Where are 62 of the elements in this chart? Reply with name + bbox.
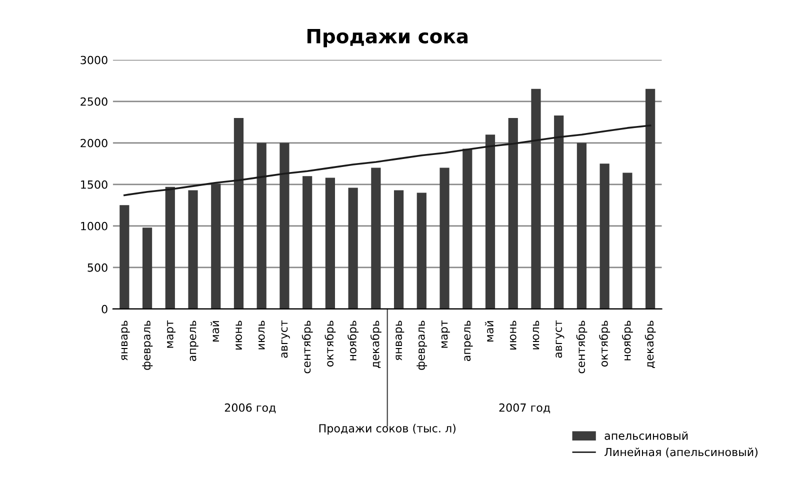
- bar: [165, 186, 175, 309]
- bar: [234, 118, 244, 309]
- y-tick-label: 2500: [80, 97, 108, 106]
- bar: [394, 190, 404, 309]
- text: 2006 год: [224, 403, 276, 414]
- x-tick-label: ноябрь: [622, 320, 633, 360]
- x-tick-label: август: [556, 320, 564, 358]
- y-tick-label: 1000: [81, 222, 108, 230]
- x-tick-label: январь: [121, 320, 130, 360]
- bar: [462, 148, 472, 309]
- bar: [256, 142, 266, 309]
- bar: [325, 178, 335, 309]
- chart-title: Продажи сока: [307, 29, 468, 48]
- bar: [646, 88, 656, 309]
- line-series: [124, 124, 652, 196]
- bar: [531, 88, 541, 309]
- y-tick-label: 3000: [80, 56, 108, 64]
- bar: [371, 168, 381, 309]
- bar: [508, 118, 518, 309]
- bar: [554, 116, 564, 309]
- x-tick-label: май: [484, 321, 494, 342]
- y-tick-label: 500: [88, 263, 108, 272]
- x-tick-label: май: [210, 321, 220, 342]
- x-tick-label: октябрь: [324, 320, 336, 367]
- x-tick-label: сентябрь: [302, 320, 313, 374]
- bar: [280, 142, 290, 309]
- bar: [348, 188, 358, 309]
- x-axis-title: Продажи соков (тыс. л): [319, 424, 456, 435]
- x-tick-label: февраль: [416, 320, 428, 370]
- x-tick-label: октябрь: [599, 320, 610, 367]
- x-tick-label: август: [281, 320, 290, 358]
- y-tick-label: 0: [102, 304, 108, 314]
- x-tick-label: июнь: [510, 320, 516, 350]
- x-tick-label: июнь: [236, 320, 242, 350]
- bar: [211, 184, 221, 309]
- x-tick-label: декабрь: [370, 320, 382, 368]
- x-tick-label: ноябрь: [348, 320, 359, 360]
- bar: [576, 142, 587, 309]
- x-tick-label: апрель: [190, 320, 198, 362]
- bar: [302, 176, 312, 309]
- y-tick-label: 1500: [81, 180, 108, 189]
- x-tick-label: январь: [396, 320, 404, 360]
- legend-label: Линейная (апельсиновый): [604, 448, 758, 458]
- text: 2007 год: [499, 403, 550, 414]
- bar: [142, 228, 152, 309]
- bar: [188, 190, 198, 309]
- bar: [440, 168, 450, 309]
- x-tick-label: июль: [258, 320, 265, 350]
- legend-label: апельсиновый: [604, 431, 688, 440]
- x-tick-label: сентябрь: [576, 320, 588, 374]
- x-tick-label: апрель: [464, 320, 473, 362]
- bar: [622, 172, 632, 309]
- x-tick-label: март: [441, 320, 450, 348]
- x-tick-label: март: [166, 320, 176, 348]
- bar: [485, 134, 496, 309]
- x-tick-label: февраль: [142, 320, 153, 370]
- y-tick-label: 2000: [80, 138, 108, 148]
- x-tick-label: июль: [532, 320, 540, 350]
- bar: [120, 205, 130, 309]
- bar: [600, 164, 610, 309]
- x-tick-label: декабрь: [644, 320, 656, 368]
- bar: [416, 192, 426, 309]
